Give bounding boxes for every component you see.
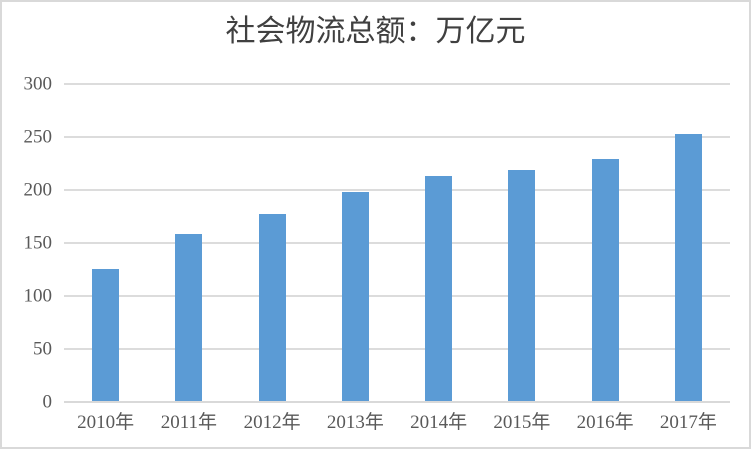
bar-2017年 <box>674 134 702 402</box>
x-tick-label-2011年: 2011年 <box>160 412 218 433</box>
x-axis-line <box>64 401 730 403</box>
y-tick-label-300: 300 <box>23 73 53 95</box>
y-tick-label-200: 200 <box>23 179 53 201</box>
x-tick-label-2012年: 2012年 <box>243 412 301 433</box>
bar-2010年 <box>92 269 120 402</box>
y-tick-label-250: 250 <box>23 126 53 148</box>
bar-slot-2011年 <box>147 84 230 402</box>
bar-2012年 <box>258 214 286 402</box>
x-tick-label-2015年: 2015年 <box>493 412 551 433</box>
bar-2015年 <box>508 169 536 402</box>
bar-2011年 <box>175 234 203 402</box>
x-tick-label-2013年: 2013年 <box>326 412 384 433</box>
y-tick-label-150: 150 <box>23 232 53 254</box>
x-tick-label-2014年: 2014年 <box>410 412 468 433</box>
y-tick-label-100: 100 <box>23 285 53 307</box>
bar-series <box>64 84 730 402</box>
gridline-250 <box>64 136 730 138</box>
bar-slot-2015年 <box>480 84 563 402</box>
bar-2013年 <box>341 192 369 402</box>
bar-slot-2012年 <box>231 84 314 402</box>
bar-slot-2017年 <box>647 84 730 402</box>
x-axis: 2010年 2011年 2012年 2013年 2014年 2015年 2016年 2017年 <box>64 411 730 435</box>
y-tick-label-50: 50 <box>33 338 52 360</box>
x-tick-label-2017年: 2017年 <box>659 412 717 433</box>
chart-title: 社会物流总额：万亿元 <box>225 15 526 48</box>
bar-slot-2010年 <box>64 84 147 402</box>
y-tick-label-0: 0 <box>42 391 53 413</box>
gridline-150 <box>64 242 730 244</box>
gridline-50 <box>64 348 730 351</box>
bar-slot-2013年 <box>314 84 397 402</box>
plot-area <box>64 83 730 403</box>
gridline-100 <box>64 295 730 298</box>
bar-2016年 <box>591 158 619 402</box>
x-tick-label-2010年: 2010年 <box>77 412 135 433</box>
bar-slot-2016年 <box>564 84 647 402</box>
x-tick-label-2016年: 2016年 <box>576 412 634 433</box>
bar-2014年 <box>425 175 453 402</box>
gridline-200 <box>64 189 730 192</box>
bar-slot-2014年 <box>397 84 480 402</box>
y-axis: 0 50 100 150 200 250 300 <box>2 75 53 412</box>
gridline-300 <box>64 83 730 85</box>
